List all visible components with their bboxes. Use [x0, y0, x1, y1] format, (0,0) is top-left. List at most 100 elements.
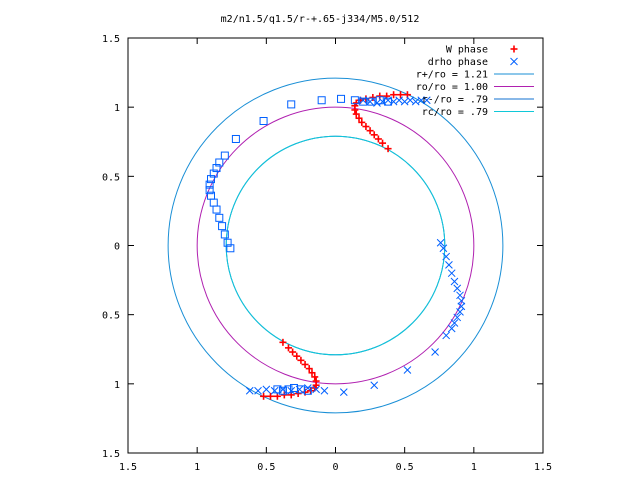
x-tick-label: 1: [471, 462, 477, 473]
data-point: [359, 97, 368, 106]
data-point: [358, 118, 366, 126]
data-point: [397, 91, 405, 99]
data-point: [337, 94, 346, 103]
data-point: [374, 135, 382, 143]
data-point: [260, 392, 268, 400]
data-point: [212, 205, 221, 214]
data-point: [218, 222, 227, 231]
data-point: [207, 175, 215, 184]
x-tick-label: 0: [332, 462, 338, 473]
data-point: [362, 123, 370, 131]
data-point: [215, 213, 224, 222]
data-point: [406, 96, 415, 105]
data-point: [447, 324, 456, 333]
data-point: [262, 385, 271, 394]
data-point: [457, 296, 466, 305]
legend-label: W phase: [446, 45, 488, 56]
data-point: [367, 97, 376, 106]
axis-ticks: 1.5 1 0.5 0 0.5 1 1.5 1.5 1 0.5 0 0.5 1 1.5: [102, 34, 552, 473]
data-point: [308, 369, 316, 377]
data-point: [431, 348, 439, 356]
x-tick-label: 1.5: [534, 462, 552, 473]
data-point: [411, 97, 420, 106]
data-point: [289, 348, 297, 356]
data-point: [366, 127, 374, 135]
data-point: [442, 331, 451, 340]
data-points: [205, 91, 466, 400]
data-point: [212, 164, 221, 173]
data-point: [436, 238, 445, 247]
radius-circles: [167, 77, 504, 414]
circle-r-ro-1-21: [167, 77, 504, 414]
data-point: [379, 139, 387, 147]
data-point: [450, 319, 459, 327]
data-point: [456, 308, 464, 316]
data-point: [439, 244, 448, 253]
data-point: [375, 96, 384, 105]
data-point: [220, 230, 229, 239]
data-point: [287, 100, 296, 109]
data-point: [422, 96, 431, 105]
data-point: [231, 134, 240, 143]
data-point: [245, 386, 254, 395]
data-point: [355, 114, 363, 122]
y-tick-label: 0: [114, 242, 120, 253]
data-point: [369, 93, 377, 101]
y-tick-label: 0.5: [102, 172, 120, 183]
data-point: [259, 117, 268, 125]
chart-title: m2/n1.5/q1.5/r-+.65-j334/M5.0/512: [221, 14, 420, 25]
data-point: [384, 97, 393, 106]
legend-label: r-/ro = .79: [422, 95, 488, 106]
data-point: [266, 392, 274, 400]
data-point: [400, 97, 409, 106]
data-point: [205, 186, 214, 195]
legend-label: drho phase: [428, 57, 488, 68]
data-point: [301, 360, 309, 368]
y-tick-label: 1.5: [102, 34, 120, 45]
data-point: [284, 385, 293, 394]
data-point: [312, 385, 320, 394]
data-point: [209, 169, 218, 178]
y-tick-label: 1: [114, 380, 120, 391]
legend-swatch: [510, 45, 518, 53]
data-point: [223, 238, 232, 247]
y-tick-label: 1.5: [102, 449, 120, 460]
data-point: [317, 96, 326, 105]
data-point: [450, 277, 459, 286]
data-point: [395, 96, 403, 105]
data-point: [447, 269, 456, 278]
data-point: [339, 388, 348, 396]
data-point: [273, 385, 282, 394]
data-point: [390, 91, 398, 99]
data-point: [293, 352, 301, 360]
data-point: [226, 244, 235, 253]
data-point: [254, 386, 262, 395]
data-point: [445, 261, 453, 269]
circle-rc-ro-79: [225, 135, 446, 356]
data-point: [320, 386, 329, 395]
data-point: [453, 284, 462, 293]
data-point: [303, 384, 312, 392]
data-point: [205, 180, 214, 189]
circle-ro-ro-1-00: [196, 106, 475, 385]
data-point: [442, 252, 451, 261]
x-tick-label: 0.5: [257, 462, 275, 473]
data-point: [350, 96, 359, 105]
legend-label: r+/ro = 1.21: [416, 70, 488, 81]
data-point: [220, 151, 229, 160]
data-point: [311, 373, 319, 381]
legend-label: rc/ro = .79: [422, 107, 488, 118]
data-point: [352, 110, 360, 118]
x-tick-label: 0.5: [396, 462, 414, 473]
data-point: [417, 96, 426, 105]
data-point: [290, 383, 298, 392]
data-point: [370, 131, 378, 139]
y-tick-label: 1: [114, 103, 120, 114]
legend-swatch: [510, 57, 518, 66]
data-point: [403, 366, 412, 374]
data-point: [215, 158, 224, 167]
data-point: [284, 344, 292, 352]
